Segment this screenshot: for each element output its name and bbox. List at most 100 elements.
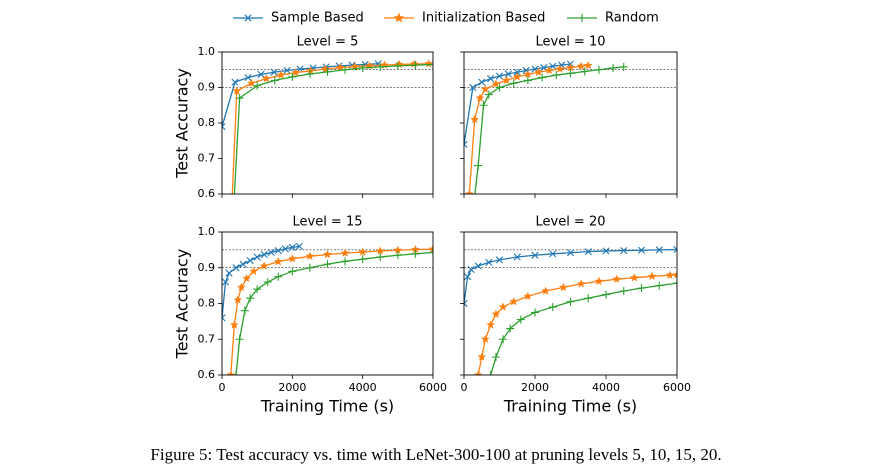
point-marker: [612, 274, 622, 283]
point-marker: [464, 299, 468, 308]
point-marker: [672, 270, 677, 279]
point-marker: [504, 70, 512, 78]
legend-label: Sample Based: [271, 11, 364, 26]
point-marker: [273, 256, 283, 266]
point-marker: [341, 257, 350, 266]
point-marker: [235, 335, 244, 344]
y-tick-label: 0.9: [198, 81, 216, 94]
point-marker: [566, 297, 575, 306]
point-marker: [253, 81, 262, 90]
panel-title: Level = 10: [535, 35, 605, 50]
point-marker: [480, 334, 490, 344]
point-marker: [509, 79, 518, 88]
point-marker: [531, 308, 539, 317]
x-tick-label: 0: [461, 381, 468, 394]
point-marker: [232, 264, 240, 272]
point-marker: [358, 63, 367, 72]
point-marker: [619, 286, 628, 295]
point-marker: [376, 253, 385, 262]
point-marker: [469, 208, 477, 216]
legend-label: Initialization Based: [422, 11, 545, 26]
point-marker: [602, 290, 610, 299]
plot-area: [464, 60, 628, 216]
point-marker: [523, 291, 533, 301]
point-marker: [246, 294, 255, 303]
point-marker: [495, 72, 504, 80]
series-line: [464, 248, 677, 304]
point-marker: [305, 251, 315, 261]
x-tick-label: 0: [219, 381, 226, 394]
legend-marker: [244, 14, 252, 22]
point-marker: [576, 279, 586, 288]
legend-marker: [578, 14, 586, 22]
point-marker: [246, 257, 254, 265]
point-marker: [516, 315, 525, 324]
point-marker: [288, 243, 296, 251]
point-marker: [393, 61, 402, 70]
point-marker: [637, 246, 646, 254]
point-marker: [274, 272, 283, 281]
point-marker: [487, 75, 495, 83]
point-marker: [260, 250, 268, 259]
point-marker: [235, 94, 244, 103]
point-marker: [306, 66, 316, 75]
point-marker: [323, 249, 332, 259]
point-marker: [655, 246, 663, 254]
point-marker: [619, 62, 628, 71]
point-marker: [249, 266, 259, 276]
point-marker: [393, 251, 402, 260]
point-marker: [341, 65, 350, 74]
point-marker: [566, 249, 575, 257]
point-marker: [609, 63, 618, 72]
point-marker: [464, 273, 472, 281]
point-marker: [464, 140, 468, 148]
point-marker: [411, 61, 420, 70]
x-axis-label: Training Time (s): [260, 397, 394, 416]
point-marker: [229, 320, 239, 329]
point-marker: [274, 247, 282, 255]
point-marker: [263, 278, 272, 287]
point-marker: [244, 73, 252, 82]
point-marker: [647, 271, 657, 281]
series-line: [477, 274, 677, 375]
point-marker: [335, 62, 345, 72]
point-marker: [424, 59, 433, 68]
point-marker: [291, 67, 301, 77]
point-marker: [428, 244, 433, 253]
point-marker: [261, 73, 271, 83]
point-marker: [239, 260, 247, 268]
point-marker: [655, 281, 664, 290]
point-marker: [484, 90, 493, 99]
point-marker: [247, 78, 257, 88]
point-marker: [502, 75, 512, 85]
point-marker: [478, 78, 486, 86]
x-axis-label: Training Time (s): [503, 397, 637, 416]
point-marker: [495, 83, 504, 92]
point-marker: [375, 246, 385, 255]
x-tick-label: 2000: [521, 381, 549, 394]
point-marker: [486, 371, 495, 375]
series-line: [222, 245, 300, 318]
point-marker: [236, 282, 246, 292]
series-line: [235, 251, 433, 375]
axes-frame: [221, 231, 434, 376]
point-marker: [523, 76, 532, 85]
point-marker: [512, 72, 522, 81]
y-tick-label: 0.6: [198, 368, 216, 381]
plot-area: [222, 59, 433, 194]
point-marker: [259, 261, 269, 270]
point-marker: [225, 269, 233, 277]
point-marker: [594, 65, 603, 74]
point-marker: [253, 253, 261, 261]
point-marker: [584, 248, 592, 256]
point-marker: [544, 65, 554, 75]
point-marker: [222, 314, 226, 322]
point-marker: [429, 248, 433, 257]
point-marker: [288, 72, 297, 81]
point-marker: [602, 247, 610, 255]
point-marker: [475, 93, 485, 102]
point-marker: [637, 284, 646, 293]
point-marker: [495, 256, 504, 264]
y-tick-label: 0.9: [198, 261, 216, 274]
panel-title: Level = 15: [292, 215, 362, 230]
